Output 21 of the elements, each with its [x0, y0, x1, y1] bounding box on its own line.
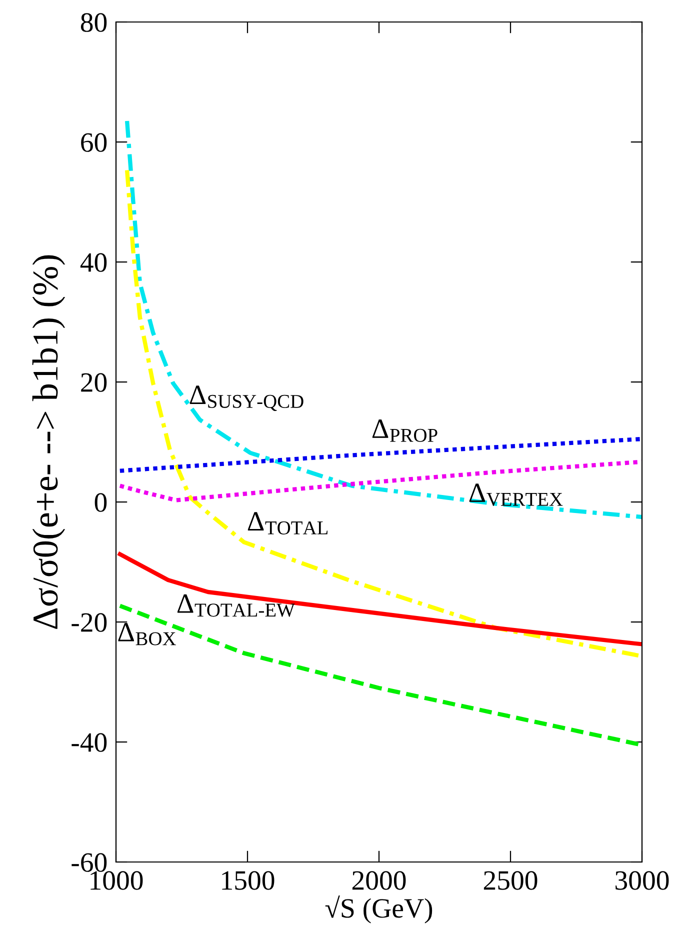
x-tick-label: 2500 — [484, 871, 538, 890]
x-tick-label: 1500 — [222, 871, 274, 890]
x-tick-label: 2000 — [352, 871, 406, 890]
series-label: Δ$_{PROP}$ — [372, 420, 438, 442]
y-tick-label: -40 — [72, 733, 107, 752]
y-tick-label: 60 — [81, 133, 107, 152]
x-axis-title: √S (GeV) — [325, 896, 432, 924]
y-tick-label: 20 — [81, 373, 107, 392]
series-label: Δ$_{TOTAL}$ — [248, 512, 328, 534]
series-label: Δ$_{BOX}$ — [118, 622, 176, 646]
y-tick-label: 40 — [80, 253, 107, 272]
series-label: Δ$_{SUSY-QCD}$ — [190, 386, 304, 411]
x-tick-label: 3000 — [616, 871, 669, 890]
series-label: Δ$_{TOTAL-EW}$ — [177, 594, 295, 617]
y-tick-label: 0 — [94, 493, 107, 512]
y-axis-title: Δσ/σ0(e+e- --> b1b1) (%) — [32, 255, 66, 629]
series-label: Δ$_{VERTEX}$ — [469, 484, 563, 506]
x-tick-label: 1000 — [90, 871, 143, 890]
y-tick-label: 80 — [80, 13, 107, 32]
y-tick-label: -60 — [72, 853, 107, 872]
y-tick-label: -20 — [72, 613, 107, 632]
